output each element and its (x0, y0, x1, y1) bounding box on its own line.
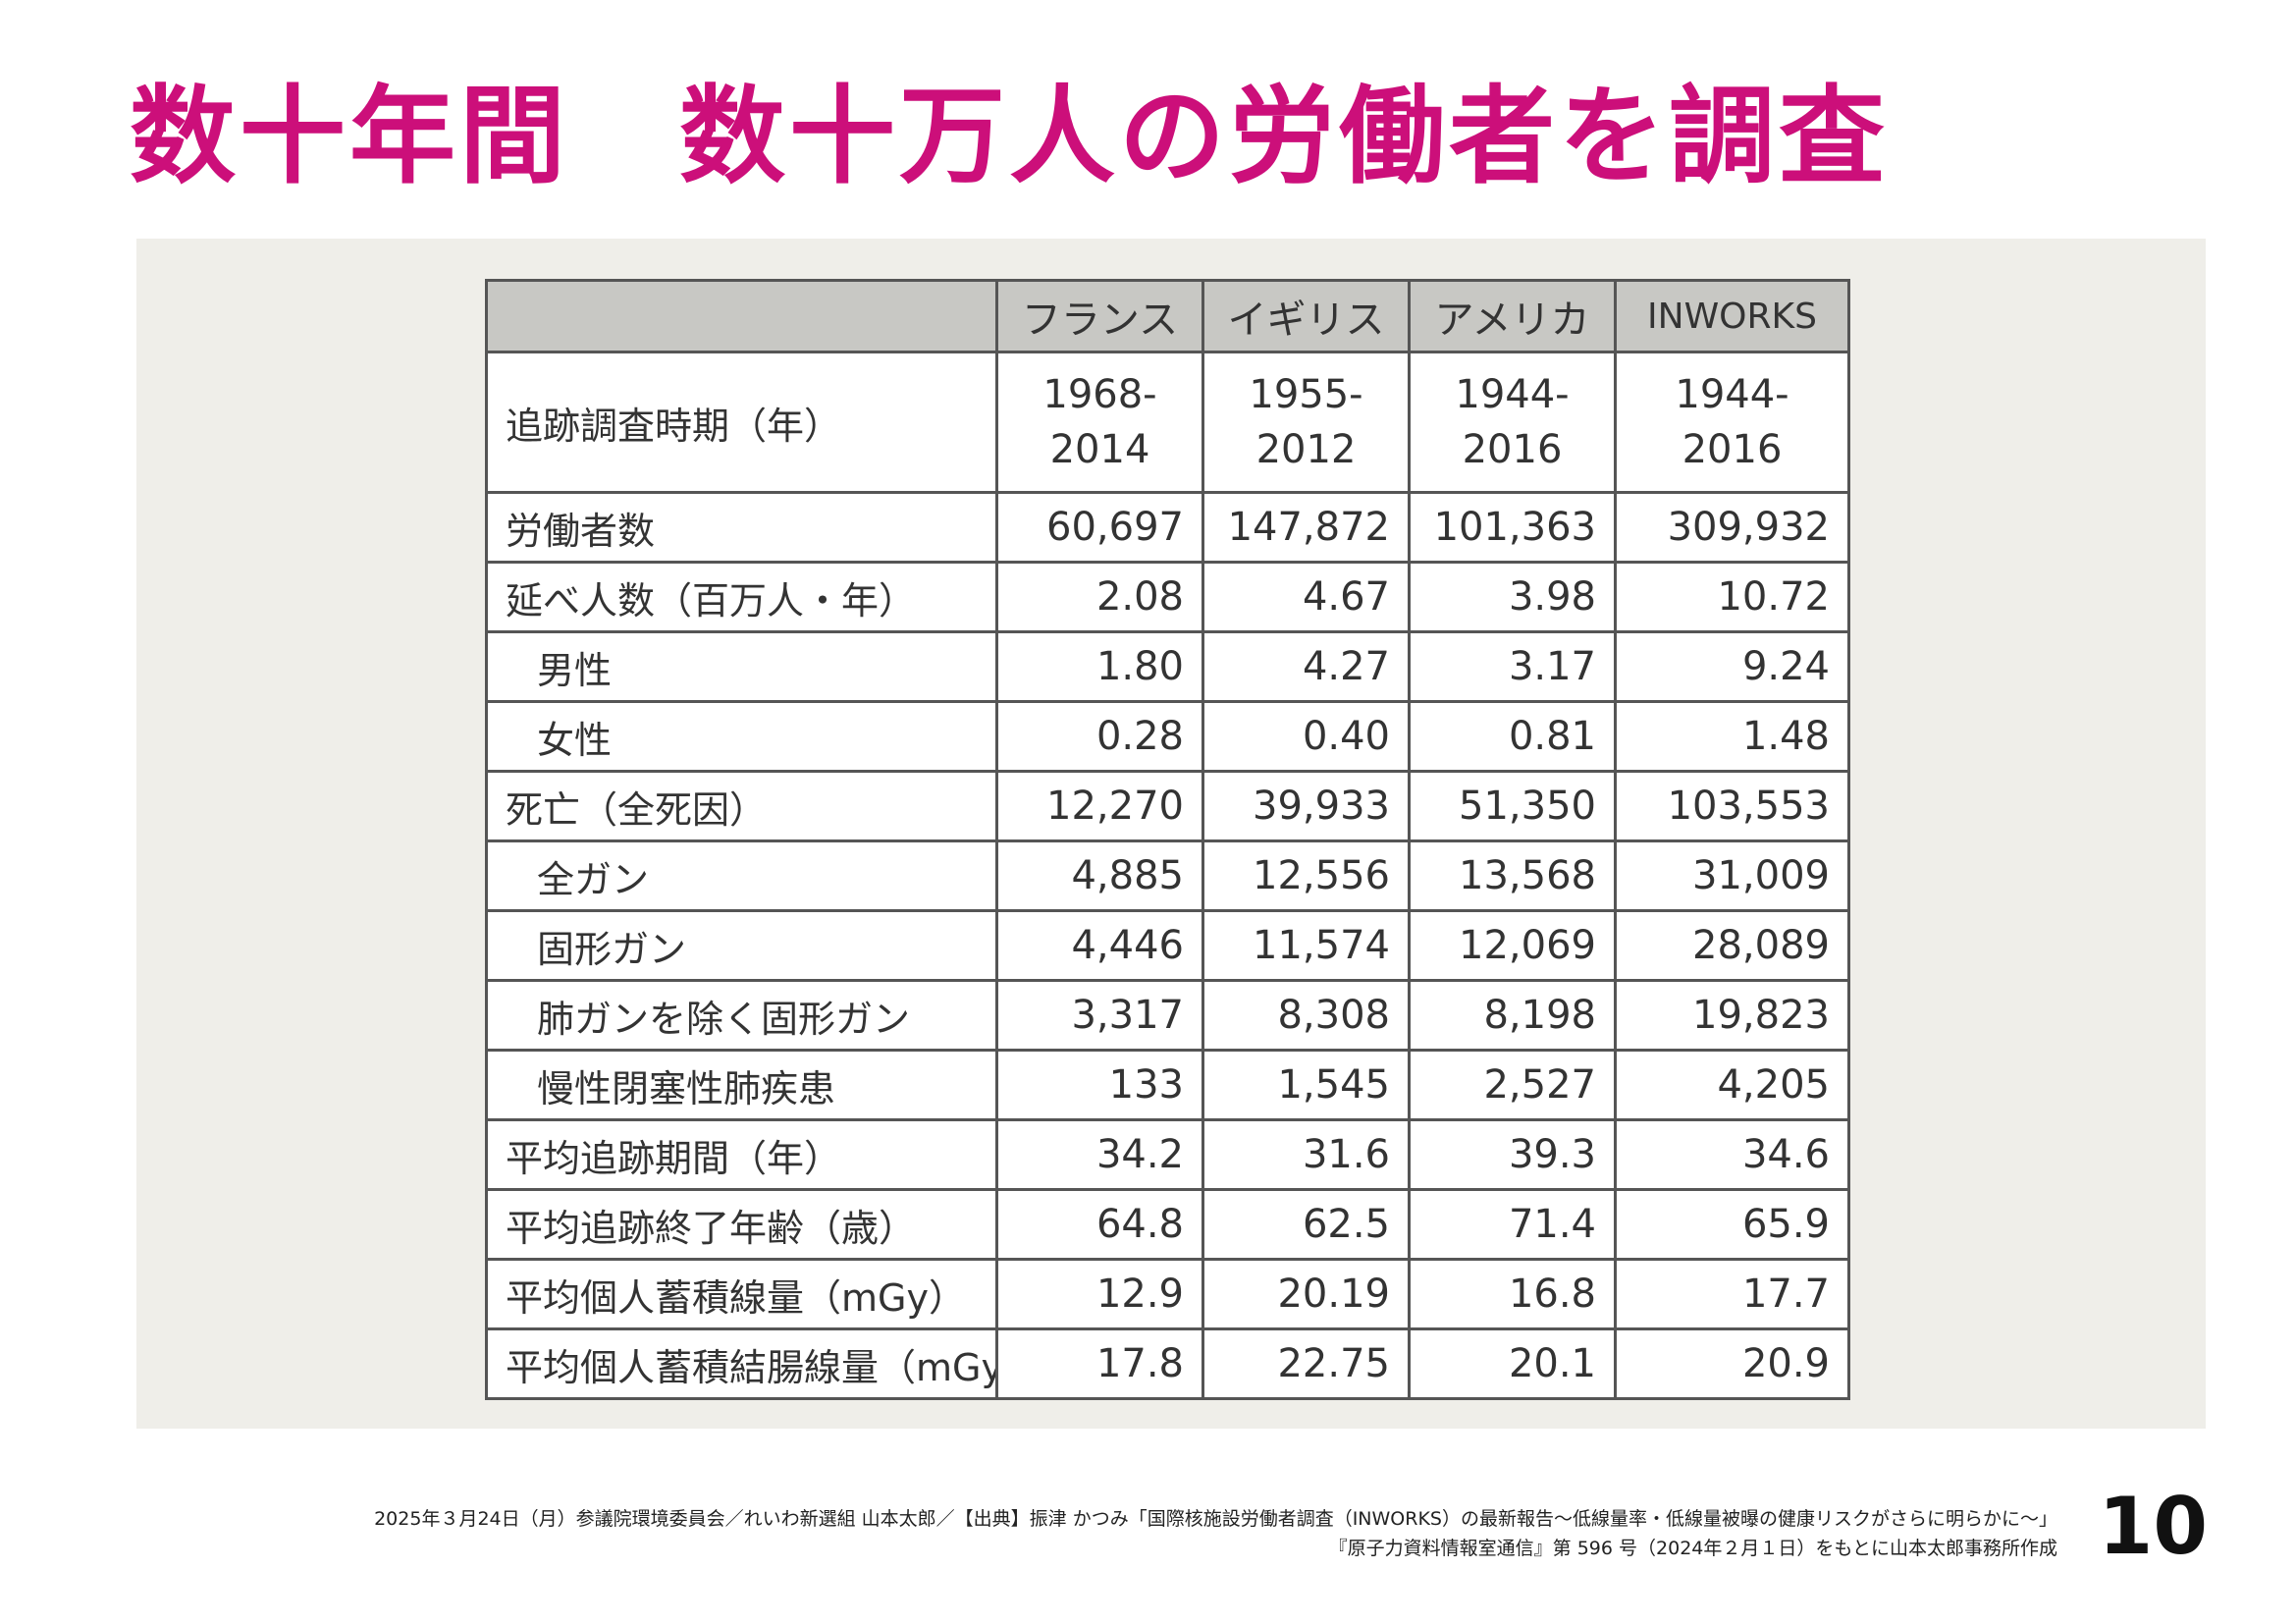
value-cell-uk: 8,308 (1201, 979, 1411, 1052)
table-header-row: フランス イギリス アメリカ INWORKS (485, 279, 1850, 353)
row-label: 慢性閉塞性肺疾患 (485, 1049, 998, 1121)
period-cell-inworks: 1944- 2016 (1614, 351, 1850, 494)
row-label: 平均追跡終了年齢（歳） (485, 1188, 998, 1261)
value-cell-usa: 71.4 (1408, 1188, 1617, 1261)
value-cell-uk: 62.5 (1201, 1188, 1411, 1261)
value-cell-inworks: 31,009 (1614, 839, 1850, 912)
value-cell-uk: 20.19 (1201, 1258, 1411, 1330)
value-cell-usa: 20.1 (1408, 1327, 1617, 1400)
value-cell-inworks: 10.72 (1614, 561, 1850, 633)
row-label: 追跡調査時期（年） (485, 351, 998, 494)
table-row: 固形ガン 4,446 11,574 12,069 28,089 (485, 909, 1850, 982)
table-row: 女性 0.28 0.40 0.81 1.48 (485, 700, 1850, 773)
header-cell-france: フランス (995, 279, 1204, 353)
value-cell-inworks: 1.48 (1614, 700, 1850, 773)
value-cell-usa: 12,069 (1408, 909, 1617, 982)
row-label: 固形ガン (485, 909, 998, 982)
table-row: 労働者数 60,697 147,872 101,363 309,932 (485, 491, 1850, 564)
period-cell-usa: 1944- 2016 (1408, 351, 1617, 494)
value-cell-usa: 3.17 (1408, 630, 1617, 703)
value-cell-inworks: 19,823 (1614, 979, 1850, 1052)
header-cell-uk: イギリス (1201, 279, 1411, 353)
value-cell-usa: 2,527 (1408, 1049, 1617, 1121)
value-cell-france: 34.2 (995, 1118, 1204, 1191)
page-number: 10 (2098, 1481, 2208, 1572)
value-cell-inworks: 103,553 (1614, 770, 1850, 842)
header-cell-usa: アメリカ (1408, 279, 1617, 353)
comparison-table: フランス イギリス アメリカ INWORKS 追跡調査時期（年） 1968- 20… (485, 279, 1850, 1400)
table-row: 平均個人蓄積線量（mGy） 12.9 20.19 16.8 17.7 (485, 1258, 1850, 1330)
table-row: 死亡（全死因） 12,270 39,933 51,350 103,553 (485, 770, 1850, 842)
period-cell-uk: 1955- 2012 (1201, 351, 1411, 494)
value-cell-france: 1.80 (995, 630, 1204, 703)
row-label: 平均追跡期間（年） (485, 1118, 998, 1191)
value-cell-inworks: 34.6 (1614, 1118, 1850, 1191)
table-row: 延べ人数（百万人・年） 2.08 4.67 3.98 10.72 (485, 561, 1850, 633)
header-cell-blank (485, 279, 998, 353)
value-cell-usa: 13,568 (1408, 839, 1617, 912)
value-cell-usa: 51,350 (1408, 770, 1617, 842)
slide-title: 数十年間 数十万人の労働者を調査 (130, 76, 1890, 198)
table-row: 全ガン 4,885 12,556 13,568 31,009 (485, 839, 1850, 912)
table-row: 男性 1.80 4.27 3.17 9.24 (485, 630, 1850, 703)
value-cell-inworks: 17.7 (1614, 1258, 1850, 1330)
value-cell-usa: 0.81 (1408, 700, 1617, 773)
value-cell-inworks: 28,089 (1614, 909, 1850, 982)
source-footer: 2025年３月24日（月）参議院環境委員会／れいわ新選組 山本太郎／【出典】振津… (374, 1504, 2057, 1563)
value-cell-uk: 31.6 (1201, 1118, 1411, 1191)
row-label: 全ガン (485, 839, 998, 912)
value-cell-inworks: 4,205 (1614, 1049, 1850, 1121)
value-cell-france: 0.28 (995, 700, 1204, 773)
table-row-period: 追跡調査時期（年） 1968- 2014 1955- 2012 1944- 2016 … (485, 351, 1850, 494)
value-cell-france: 12,270 (995, 770, 1204, 842)
row-label: 労働者数 (485, 491, 998, 564)
value-cell-france: 64.8 (995, 1188, 1204, 1261)
header-cell-inworks: INWORKS (1614, 279, 1850, 353)
value-cell-usa: 16.8 (1408, 1258, 1617, 1330)
row-label: 平均個人蓄積線量（mGy） (485, 1258, 998, 1330)
value-cell-inworks: 65.9 (1614, 1188, 1850, 1261)
value-cell-france: 4,885 (995, 839, 1204, 912)
row-label: 女性 (485, 700, 998, 773)
value-cell-france: 2.08 (995, 561, 1204, 633)
row-label: 平均個人蓄積結腸線量（mGy）＊ (485, 1327, 998, 1400)
row-label: 延べ人数（百万人・年） (485, 561, 998, 633)
table-row: 平均追跡終了年齢（歳） 64.8 62.5 71.4 65.9 (485, 1188, 1850, 1261)
value-cell-inworks: 9.24 (1614, 630, 1850, 703)
value-cell-france: 17.8 (995, 1327, 1204, 1400)
value-cell-france: 12.9 (995, 1258, 1204, 1330)
table-row: 肺ガンを除く固形ガン 3,317 8,308 8,198 19,823 (485, 979, 1850, 1052)
value-cell-inworks: 309,932 (1614, 491, 1850, 564)
row-label: 肺ガンを除く固形ガン (485, 979, 998, 1052)
value-cell-uk: 147,872 (1201, 491, 1411, 564)
value-cell-usa: 3.98 (1408, 561, 1617, 633)
table-row: 慢性閉塞性肺疾患 133 1,545 2,527 4,205 (485, 1049, 1850, 1121)
value-cell-france: 4,446 (995, 909, 1204, 982)
value-cell-uk: 1,545 (1201, 1049, 1411, 1121)
value-cell-uk: 12,556 (1201, 839, 1411, 912)
value-cell-france: 133 (995, 1049, 1204, 1121)
value-cell-uk: 11,574 (1201, 909, 1411, 982)
value-cell-usa: 39.3 (1408, 1118, 1617, 1191)
value-cell-uk: 22.75 (1201, 1327, 1411, 1400)
period-cell-france: 1968- 2014 (995, 351, 1204, 494)
value-cell-france: 3,317 (995, 979, 1204, 1052)
footer-line-2: 『原子力資料情報室通信』第 596 号（2024年２月１日）をもとに山本太郎事務… (1328, 1538, 2057, 1559)
value-cell-uk: 4.67 (1201, 561, 1411, 633)
footer-line-1: 2025年３月24日（月）参議院環境委員会／れいわ新選組 山本太郎／【出典】振津… (374, 1508, 2057, 1530)
value-cell-france: 60,697 (995, 491, 1204, 564)
value-cell-inworks: 20.9 (1614, 1327, 1850, 1400)
value-cell-usa: 8,198 (1408, 979, 1617, 1052)
row-label: 死亡（全死因） (485, 770, 998, 842)
value-cell-uk: 0.40 (1201, 700, 1411, 773)
row-label: 男性 (485, 630, 998, 703)
value-cell-uk: 39,933 (1201, 770, 1411, 842)
value-cell-usa: 101,363 (1408, 491, 1617, 564)
value-cell-uk: 4.27 (1201, 630, 1411, 703)
table-row: 平均追跡期間（年） 34.2 31.6 39.3 34.6 (485, 1118, 1850, 1191)
